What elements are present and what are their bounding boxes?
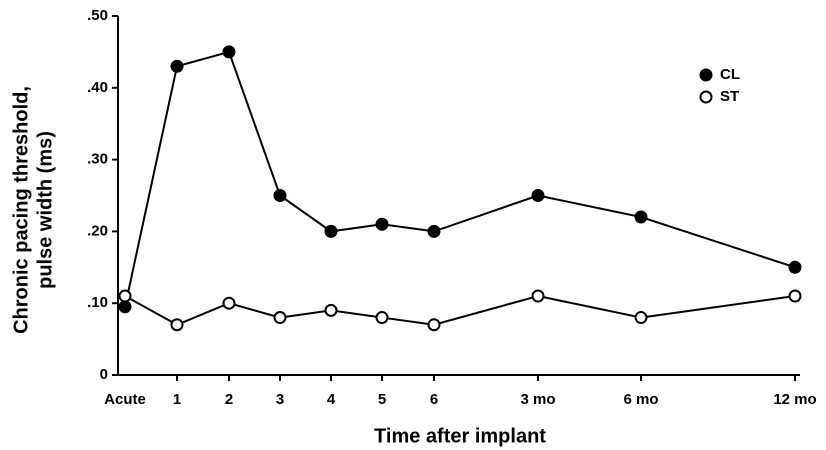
data-point [788, 260, 802, 274]
data-point [273, 311, 287, 325]
x-tick-label: 12 mo [773, 391, 816, 408]
x-tick-label: 4 [327, 391, 336, 408]
series-line [124, 50, 796, 308]
data-point [324, 303, 338, 317]
legend-marker [699, 90, 713, 104]
y-tick-label: .40 [87, 79, 108, 96]
data-point [222, 45, 236, 59]
data-point [170, 318, 184, 332]
legend-label: CL [720, 66, 740, 83]
series-line [124, 294, 796, 326]
x-tick-label: Acute [104, 391, 146, 408]
data-point [222, 296, 236, 310]
data-point [324, 224, 338, 238]
data-point [788, 289, 802, 303]
data-point [118, 289, 132, 303]
x-tick-label: 1 [173, 391, 181, 408]
x-tick-label: 5 [378, 391, 386, 408]
data-point [634, 210, 648, 224]
data-point [531, 189, 545, 202]
data-point [531, 289, 545, 303]
data-point [375, 311, 389, 325]
x-tick-label: 2 [225, 391, 233, 408]
legend-marker [699, 68, 713, 82]
x-tick-label: 3 [276, 391, 284, 408]
data-point [427, 318, 441, 332]
x-tick-label: 6 mo [623, 391, 658, 408]
y-tick-label: .20 [87, 222, 108, 239]
y-tick-label: .50 [87, 7, 108, 24]
y-tick-label: .10 [87, 294, 108, 311]
data-point [273, 189, 287, 202]
y-axis-title: pulse width (ms) [34, 131, 56, 289]
y-tick-label: .30 [87, 151, 108, 168]
data-point [118, 300, 132, 314]
data-point [634, 311, 648, 325]
data-point [375, 217, 389, 231]
y-axis-title: Chronic pacing threshold, [10, 86, 32, 334]
y-tick-label: 0 [100, 366, 108, 383]
data-point [427, 224, 441, 238]
x-tick-label: 3 mo [520, 391, 555, 408]
x-axis-title: Time after implant [374, 425, 546, 447]
legend-label: ST [720, 88, 739, 105]
x-tick-label: 6 [430, 391, 438, 408]
data-point [170, 59, 184, 73]
